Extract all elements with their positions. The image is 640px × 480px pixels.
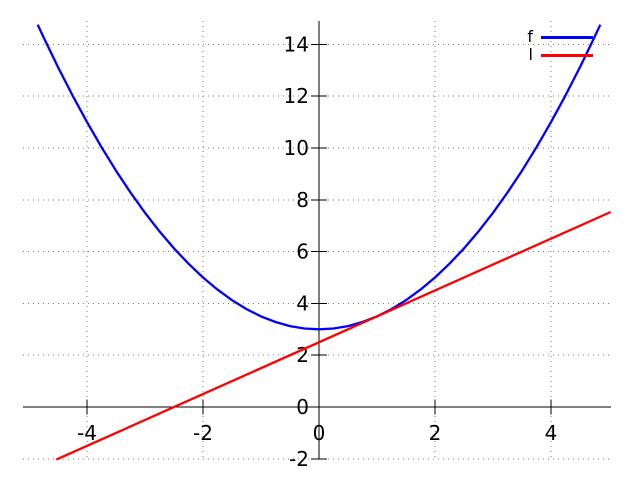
axes [23,21,611,459]
x-tick-label: 4 [545,421,558,445]
x-tick-label: -4 [77,421,97,445]
gridlines [23,21,611,460]
series-curve-l [55,210,612,461]
legend-row-l: l [519,46,593,64]
legend-line-sample-l [541,53,593,57]
y-tick-label: 0 [296,395,309,419]
legend-row-f: f [519,28,593,46]
y-tick-label: 8 [296,188,309,212]
legend-label-f: f [527,27,533,46]
series-curve-f [36,24,602,331]
y-tick-label: -2 [289,447,309,471]
y-tick-label: 12 [284,84,309,108]
x-tick-label: 2 [429,421,442,445]
legend-label-l: l [528,45,533,64]
tick-marks [86,43,552,460]
series-curves [36,24,612,461]
y-tick-label: 14 [284,32,309,56]
y-tick-label: 6 [296,240,309,264]
x-tick-label: -2 [193,421,213,445]
y-tick-label: 4 [296,291,309,315]
legend-line-sample-f [541,35,593,39]
x-tick-label: 0 [313,421,326,445]
y-tick-label: 10 [284,136,309,160]
legend: f l [519,28,593,64]
